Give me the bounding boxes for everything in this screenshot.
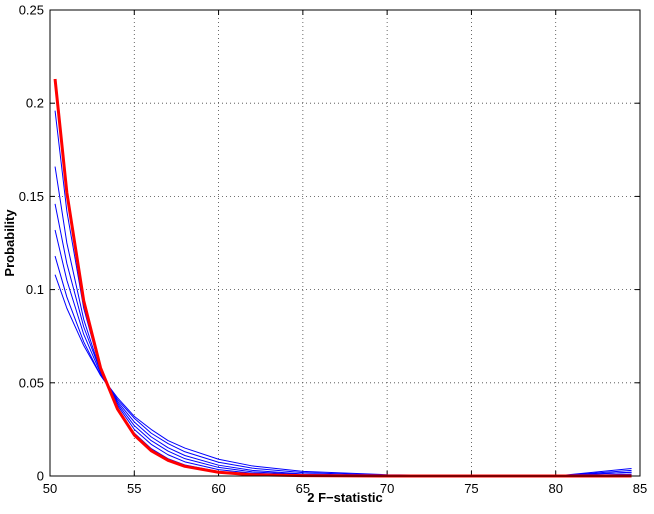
x-axis-label: 2 F−statistic [307,490,383,505]
x-tick-label: 65 [296,481,310,496]
y-tick-label: 0.1 [26,282,44,297]
x-tick-label: 75 [464,481,478,496]
x-tick-label: 60 [211,481,225,496]
y-tick-label: 0.15 [19,189,44,204]
x-tick-label: 85 [633,481,647,496]
x-tick-label: 55 [127,481,141,496]
x-tick-label: 70 [380,481,394,496]
y-tick-label: 0.25 [19,3,44,18]
x-tick-label: 80 [548,481,562,496]
x-tick-label: 50 [43,481,57,496]
y-tick-label: 0.05 [19,375,44,390]
y-axis-label: Probability [2,209,17,277]
y-tick-label: 0 [37,469,44,484]
plot-area [50,10,640,476]
y-tick-label: 0.2 [26,96,44,111]
plot-frame [49,9,641,477]
